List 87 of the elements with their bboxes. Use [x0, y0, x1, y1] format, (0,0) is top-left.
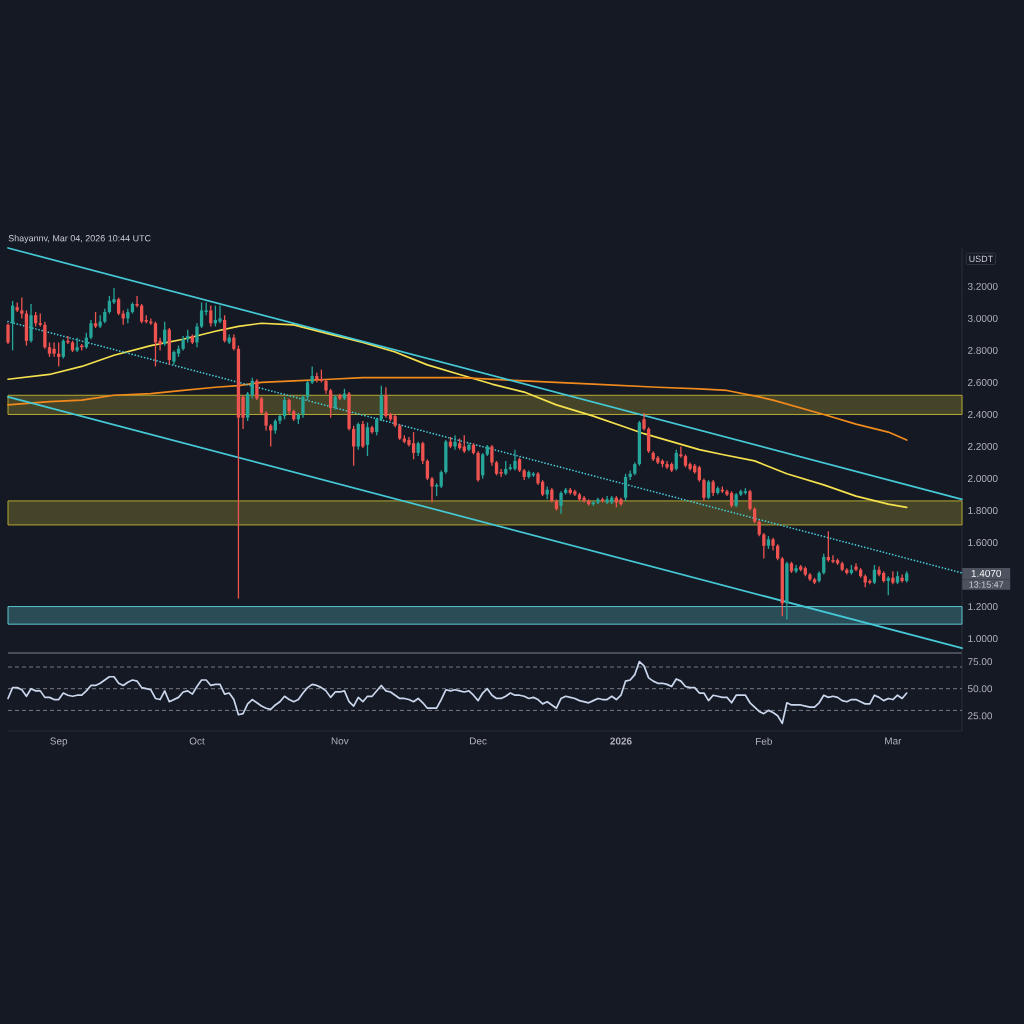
x-tick-label: 2026: [610, 737, 632, 745]
candlestick: [361, 420, 365, 449]
candlestick: [218, 304, 222, 324]
candlestick: [748, 489, 752, 512]
candlestick: [411, 431, 416, 460]
y-tick-label: 25.00: [968, 712, 993, 720]
y-tick-label: 2.8000: [968, 346, 998, 354]
candlestick: [785, 561, 789, 621]
candlestick: [430, 476, 434, 504]
candlestick: [674, 449, 678, 472]
candlestick: [328, 388, 333, 419]
candlestick: [24, 309, 29, 347]
candlestick: [209, 304, 213, 328]
candlestick: [61, 338, 65, 360]
y-tick-label: 2.0000: [968, 474, 998, 483]
x-tick-label: Mar: [885, 737, 902, 745]
candlestick: [900, 573, 904, 584]
candlestick: [246, 391, 250, 422]
candlestick: [89, 319, 93, 340]
candlestick: [831, 554, 835, 564]
y-tick-label: 1.0000: [968, 635, 998, 643]
y-tick-label: 3.2000: [967, 282, 998, 290]
candlestick: [52, 341, 56, 358]
candlestick: [891, 570, 895, 585]
candlestick: [301, 394, 305, 419]
candlestick: [453, 434, 457, 451]
candlestick: [854, 562, 858, 572]
candlestick: [135, 295, 139, 308]
candlestick: [623, 473, 628, 502]
candlestick: [706, 479, 711, 500]
candlestick: [347, 391, 351, 432]
x-tick-label: Sep: [50, 737, 68, 747]
candlestick: [780, 556, 784, 617]
x-tick-label: Oct: [189, 737, 205, 745]
candlestick: [264, 410, 268, 432]
candlestick: [679, 445, 683, 459]
candlestick: [559, 490, 563, 515]
candlestick: [153, 320, 158, 368]
candlestick: [637, 420, 642, 467]
y-tick-label: 3.0000: [967, 314, 998, 322]
candlestick: [476, 450, 480, 483]
candlestick: [75, 336, 79, 353]
candlestick: [794, 564, 798, 574]
y-tick-label: 1.8000: [968, 507, 998, 515]
chart-title: Shayannv, Mar 04, 2026 10:44 UTC: [8, 234, 151, 244]
candlestick: [425, 458, 430, 481]
candlestick: [255, 378, 259, 401]
candlestick: [167, 327, 171, 366]
candlestick: [513, 449, 517, 472]
candlestick: [29, 303, 33, 344]
candlestick: [195, 322, 199, 348]
y-tick-label: 2.6000: [968, 378, 998, 386]
y-tick-label: 75.00: [968, 658, 993, 666]
candlestick: [20, 296, 24, 320]
candlestick: [6, 322, 10, 345]
candlestick: [646, 426, 651, 454]
y-tick-label: 1.2000: [968, 603, 998, 611]
candlestick: [665, 460, 669, 470]
candlestick: [365, 421, 370, 457]
candlestick: [222, 314, 227, 344]
candlestick: [305, 380, 310, 401]
candlestick: [236, 344, 241, 600]
candlestick: [356, 421, 360, 451]
y-tick-label: 2.4000: [968, 410, 998, 418]
x-tick-label: Feb: [756, 737, 772, 745]
candlestick: [140, 303, 144, 324]
x-tick-label: Nov: [331, 737, 349, 745]
y-tick-label: 2.2000: [968, 442, 998, 451]
candlestick: [582, 495, 586, 504]
text: 13:15:47: [969, 581, 1004, 588]
x-tick-label: Dec: [470, 737, 487, 745]
candlestick: [702, 477, 706, 502]
candlestick: [490, 444, 494, 467]
candlestick: [822, 553, 826, 576]
text: 1.4070: [971, 569, 1002, 577]
y-tick-label: 50.00: [967, 685, 993, 693]
candlestick: [199, 301, 204, 329]
candlestick: [481, 452, 485, 480]
y-axis-title: USDT: [969, 255, 993, 263]
candlestick: [444, 439, 448, 475]
candlestick: [421, 441, 425, 465]
candlestick: [384, 386, 388, 419]
candlestick: [872, 564, 877, 585]
y-tick-label: 1.6000: [968, 539, 998, 547]
candlestick: [379, 385, 383, 422]
candlestick: [282, 396, 287, 420]
candlestick: [43, 320, 47, 350]
